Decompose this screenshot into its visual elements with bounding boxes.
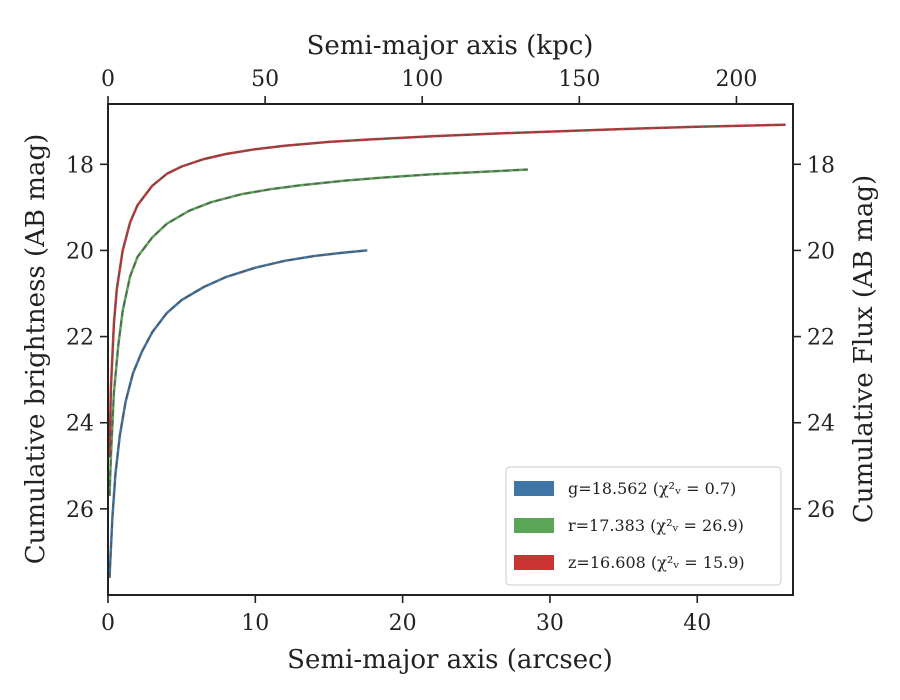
x-bottom-tick-label: 10 (241, 611, 269, 636)
x-top-tick-label: 100 (401, 67, 443, 92)
y-left-tick-label: 22 (66, 326, 94, 351)
y-right-tick-label: 18 (807, 153, 835, 178)
y-right-tick-label: 22 (807, 326, 835, 351)
y-right-tick-label: 26 (807, 498, 835, 523)
legend-swatch-g (514, 481, 554, 496)
legend-label-g: g=18.562 (χ²ᵥ = 0.7) (568, 479, 736, 498)
series-line-g (108, 249, 368, 578)
y-left-tick-label: 26 (66, 498, 94, 523)
legend-swatch-r (514, 518, 554, 533)
legend: g=18.562 (χ²ᵥ = 0.7) r=17.383 (χ²ᵥ = 26.… (505, 466, 782, 586)
x-top-tick-label: 150 (558, 67, 600, 92)
series-layer (108, 123, 786, 578)
y-left-tick-label: 24 (66, 412, 94, 437)
legend-swatch-z (514, 555, 554, 570)
x-bottom-axis-label: Semi-major axis (arcsec) (287, 645, 613, 675)
legend-label-z: z=16.608 (χ²ᵥ = 15.9) (568, 553, 745, 572)
y-left-tick-label: 20 (66, 239, 94, 264)
x-top-axis-label: Semi-major axis (kpc) (307, 31, 594, 61)
x-bottom-tick-label: 20 (389, 611, 417, 636)
x-bottom-tick-label: 0 (101, 611, 115, 636)
ticks-layer: 0 10 20 30 40 0 50 100 150 200 18 20 22 24 26 18 20 22 24 2… (66, 67, 835, 636)
y-left-axis-label: Cumulative brightness (AB mag) (21, 134, 51, 565)
legend-label-r: r=17.383 (χ²ᵥ = 26.9) (568, 516, 744, 535)
plot-frame (107, 103, 794, 596)
x-top-tick-label: 0 (101, 67, 115, 92)
y-right-tick-label: 20 (807, 239, 835, 264)
series-line-z (108, 123, 786, 458)
series-fit-g (108, 249, 368, 578)
y-right-tick-label: 24 (807, 412, 835, 437)
x-top-tick-label: 200 (715, 67, 757, 92)
x-bottom-tick-label: 30 (536, 611, 564, 636)
x-bottom-tick-label: 40 (683, 611, 711, 636)
y-right-axis-label: Cumulative Flux (AB mag) (849, 175, 879, 523)
series-fit-r (108, 168, 528, 496)
y-left-tick-label: 18 (66, 153, 94, 178)
series-line-r (108, 168, 528, 496)
x-top-tick-label: 50 (251, 67, 279, 92)
legend-frame (505, 466, 782, 586)
